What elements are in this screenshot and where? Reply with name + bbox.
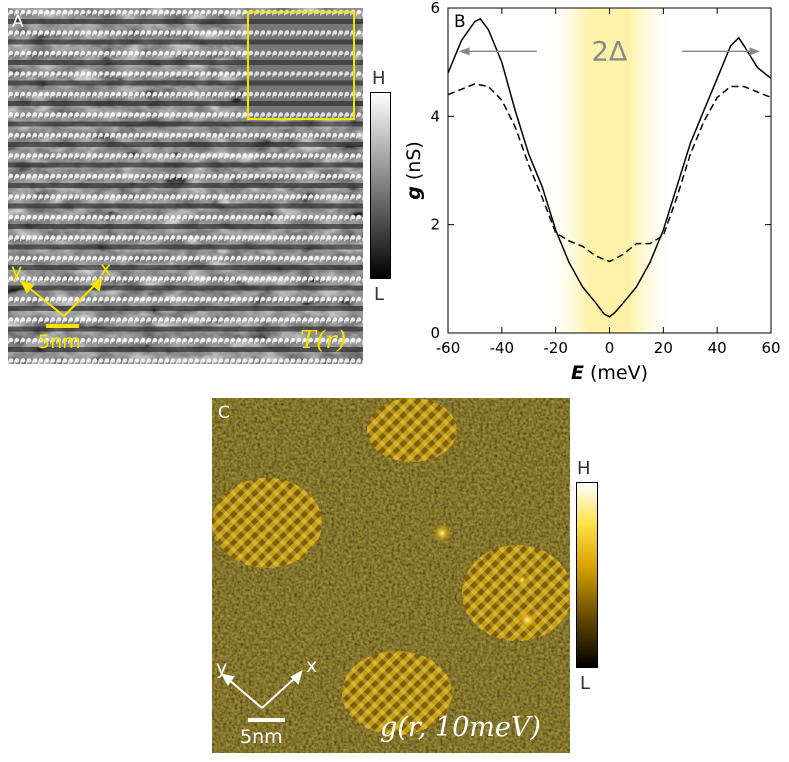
axis-y-label-a: y bbox=[11, 260, 23, 282]
y-tick-label: 0 bbox=[430, 324, 440, 342]
colorbar-c-low: L bbox=[580, 673, 591, 694]
xy-axis-arrows-c bbox=[221, 669, 303, 722]
y-tick-label: 4 bbox=[430, 107, 440, 125]
impurity-spot bbox=[517, 610, 537, 630]
x-tick-label: 0 bbox=[605, 339, 615, 357]
scalebar-label-a: 5nm bbox=[38, 331, 81, 353]
x-tick-label: -60 bbox=[436, 339, 461, 357]
colorbar-a bbox=[370, 92, 391, 279]
axis-y-label-c: y bbox=[216, 657, 228, 679]
gap-arrowhead-left bbox=[458, 47, 470, 56]
map-label-a: T(r) bbox=[300, 326, 347, 354]
x-tick-label: -40 bbox=[490, 339, 514, 357]
scalebar-label-c: 5nm bbox=[240, 726, 283, 748]
x-axis-label: E (meV) bbox=[571, 362, 648, 384]
panel-c-image bbox=[212, 398, 570, 753]
topograph-map bbox=[8, 8, 363, 364]
panel-b-label: B bbox=[454, 12, 466, 32]
gap-band bbox=[542, 8, 677, 333]
inset-box bbox=[247, 11, 355, 120]
conductance-map bbox=[212, 398, 570, 753]
colorbar-c-high: H bbox=[577, 458, 591, 479]
impurity-spot bbox=[516, 574, 528, 586]
colorbar-a-high: H bbox=[372, 68, 386, 89]
y-tick-label: 2 bbox=[430, 216, 440, 234]
gap-label: 2Δ bbox=[592, 36, 628, 67]
axis-x-label-a: x bbox=[100, 258, 112, 280]
x-tick-label: -20 bbox=[543, 339, 568, 357]
impurity-spot bbox=[433, 524, 451, 542]
y-axis-label: g (nS) bbox=[403, 141, 425, 200]
x-tick-label: 60 bbox=[761, 339, 780, 357]
xy-axis-arrows bbox=[20, 277, 103, 328]
x-tick-label: 20 bbox=[654, 339, 673, 357]
superconducting-patches bbox=[212, 398, 570, 753]
series-line-dashed bbox=[447, 83, 772, 263]
y-tick-label: 6 bbox=[430, 0, 440, 17]
map-label-c: g(r, 10meV) bbox=[380, 712, 541, 743]
panel-c-label: C bbox=[218, 403, 230, 423]
colorbar-a-low: L bbox=[374, 284, 385, 305]
conductance-chart: -60 -40 -20 0 20 40 60 0 2 4 6 E (meV) g (nS) 2Δ bbox=[403, 0, 781, 384]
x-tick-label: 40 bbox=[708, 339, 727, 357]
panel-a-image bbox=[8, 8, 363, 364]
colorbar-c bbox=[576, 482, 598, 668]
gap-arrowhead-right bbox=[749, 47, 761, 56]
panel-a-label: A bbox=[12, 12, 24, 32]
axis-x-label-c: x bbox=[306, 655, 318, 677]
